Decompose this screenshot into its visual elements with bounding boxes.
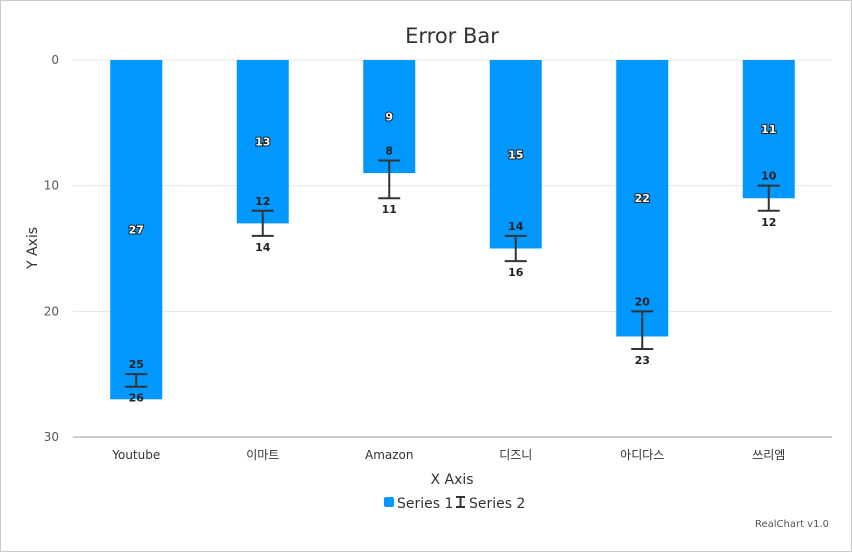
x-tick-label: Youtube (111, 448, 160, 462)
bar (363, 60, 416, 174)
error-low-label: 8 (385, 145, 393, 158)
error-low-label: 12 (255, 195, 270, 208)
error-high-label: 23 (635, 354, 650, 367)
error-high-label: 26 (129, 392, 145, 405)
x-tick-label: 디즈니 (499, 448, 532, 462)
bar (742, 60, 795, 199)
legend-series-1-swatch (384, 497, 394, 507)
legend-series-2-label: Series 2 (469, 496, 525, 512)
y-tick-label: 30 (44, 430, 59, 444)
error-high-label: 16 (508, 266, 524, 279)
y-axis-ticks: 0 10 20 30 (44, 53, 59, 444)
x-tick-label: 이마트 (246, 448, 279, 462)
bar-value-label: 9 (385, 111, 393, 124)
error-low-label: 25 (129, 358, 144, 371)
y-tick-label: 0 (51, 53, 59, 67)
y-axis-title: Y Axis (25, 227, 41, 270)
legend[interactable]: Series 1 Series 2 (384, 496, 525, 512)
error-high-label: 12 (761, 216, 776, 229)
x-tick-label: 아디다스 (620, 448, 664, 462)
error-low-label: 10 (761, 170, 777, 183)
bar (236, 60, 289, 224)
x-tick-label: Amazon (365, 448, 414, 462)
bar (110, 60, 163, 400)
grid-lines (73, 59, 832, 312)
legend-series-1-label: Series 1 (397, 496, 453, 512)
error-high-label: 11 (382, 203, 397, 216)
bar-value-label: 13 (255, 136, 270, 149)
chart-title: Error Bar (405, 24, 499, 48)
bar (616, 60, 669, 337)
x-axis-ticks: Youtube 이마트 Amazon 디즈니 아디다스 쓰리엠 (111, 448, 785, 462)
error-low-label: 14 (508, 220, 524, 233)
x-tick-label: 쓰리엠 (752, 448, 785, 462)
bars: 27 13 9 15 22 11 (110, 60, 795, 400)
bar-value-label: 11 (761, 123, 776, 136)
credit-text: RealChart v1.0 (755, 519, 829, 530)
legend-series-2-errorbar-icon (456, 496, 465, 508)
y-tick-label: 10 (44, 179, 59, 193)
bar-value-label: 15 (508, 148, 523, 161)
bar-value-label: 27 (129, 224, 144, 237)
y-tick-label: 20 (44, 304, 59, 318)
error-high-label: 14 (255, 241, 271, 254)
x-axis-title: X Axis (430, 472, 473, 488)
error-low-label: 20 (635, 295, 651, 308)
bar (489, 60, 542, 249)
error-bars: 25 26 12 14 8 11 14 16 20 23 10 12 (125, 145, 780, 405)
bar-value-label: 22 (635, 192, 650, 205)
